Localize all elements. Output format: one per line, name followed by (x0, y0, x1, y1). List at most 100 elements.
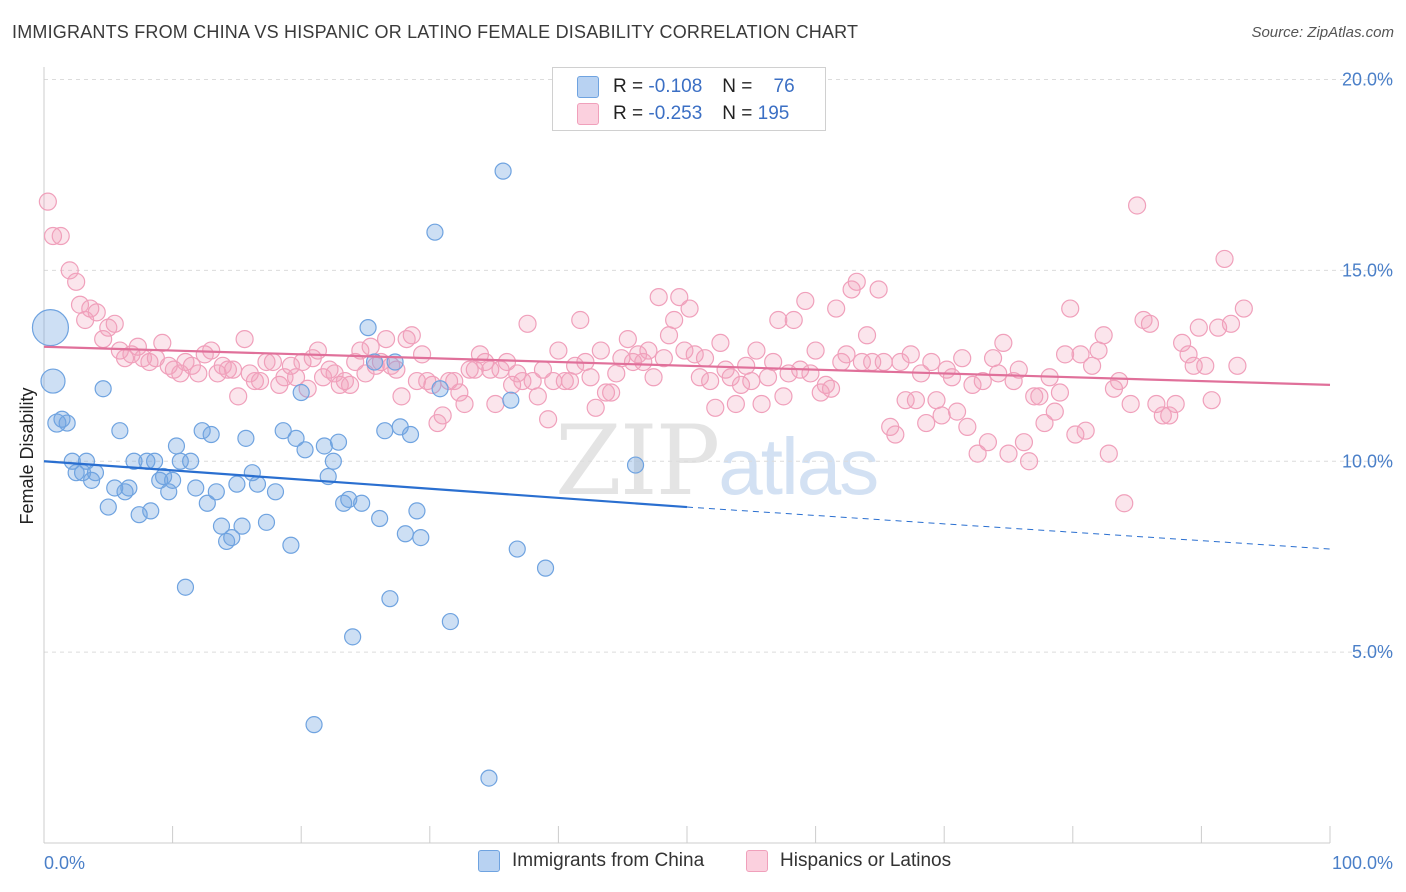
china-point (176, 578, 195, 596)
hispanic-point (591, 341, 610, 360)
china-point (94, 380, 112, 398)
china-point (167, 437, 186, 455)
hispanic-point (346, 352, 365, 372)
hispanic-point (51, 226, 70, 246)
hispanic-point (963, 375, 982, 394)
china-point (494, 162, 512, 180)
hispanic-point (376, 329, 396, 349)
hispanic-point (189, 364, 208, 383)
hispanic-point (874, 352, 893, 372)
axes (43, 67, 1331, 844)
china-point (248, 475, 267, 493)
x-tick-label: 0.0% (44, 853, 85, 873)
hispanic-point (361, 337, 380, 356)
china-point (67, 464, 85, 482)
china-point (40, 368, 66, 394)
hispanic-point (105, 314, 124, 333)
hispanic-point (581, 368, 600, 387)
china-point (315, 437, 333, 455)
hispanic-point (1189, 318, 1208, 337)
hispanic-point (891, 352, 910, 372)
hispanic-point (752, 394, 771, 414)
r-label: R = (613, 103, 644, 124)
hispanic-point (917, 413, 936, 433)
china-point (381, 590, 399, 608)
hispanic-point (680, 299, 699, 318)
china-point (359, 319, 377, 337)
hispanic-point (1099, 444, 1118, 463)
hispanic-point (1004, 371, 1023, 391)
hispanic-point (555, 371, 574, 391)
hispanic-point (412, 345, 432, 364)
china-point (111, 422, 129, 440)
hispanic-point (1140, 314, 1160, 333)
hispanic-point (953, 349, 972, 368)
china-point (266, 483, 285, 501)
hispanic-point (906, 391, 926, 410)
china-point (198, 494, 216, 512)
hispanic-point (958, 417, 977, 436)
hispanic-point (182, 356, 201, 375)
hispanic-point (685, 345, 704, 364)
hispanic-point (857, 326, 877, 345)
chart-title: IMMIGRANTS FROM CHINA VS HISPANIC OR LAT… (12, 22, 859, 42)
hispanic-point (392, 387, 411, 406)
china-point (223, 528, 241, 547)
y-tick-label: 5.0% (1352, 642, 1393, 662)
hispanic-point (549, 341, 568, 360)
hispanic-point (313, 368, 333, 387)
n-value: 76 (773, 76, 795, 97)
hispanic-point (1066, 425, 1085, 444)
trend-lines (43, 345, 1331, 550)
hispanic-point (518, 314, 537, 333)
hispanic-point (821, 379, 841, 398)
hispanic-point (869, 280, 888, 299)
hispanic-point (649, 287, 668, 307)
hispanic-point (503, 375, 522, 394)
hispanic-point (356, 364, 375, 383)
china-point (365, 353, 384, 371)
china-point (536, 559, 555, 577)
china-swatch (577, 76, 599, 98)
china-trend-line (43, 460, 688, 509)
china-swatch (478, 850, 500, 872)
hispanic-point (1009, 360, 1028, 379)
china-point (296, 441, 314, 459)
hispanic-point (1221, 314, 1241, 333)
china-point (164, 471, 182, 489)
hispanic-point (223, 360, 243, 379)
hispanic-point (1121, 394, 1140, 414)
china-point (99, 498, 117, 516)
hispanic-point (586, 398, 605, 417)
legend-label-china: Immigrants from China (512, 850, 705, 871)
hispanic-point (1173, 333, 1192, 353)
hispanic-point (670, 287, 689, 307)
hispanic-point (1153, 406, 1172, 425)
china-point (202, 425, 220, 444)
china-point (344, 628, 362, 646)
china-point (324, 452, 342, 470)
hispanic-point (764, 352, 783, 372)
n-label: N = (722, 76, 753, 97)
china-point (31, 309, 70, 347)
hispanic-point (445, 371, 464, 391)
hispanic-point (153, 333, 172, 353)
hispanic-point (250, 371, 270, 391)
hispanic-point (801, 364, 820, 383)
hispanic-point (1025, 387, 1044, 406)
china-point (305, 716, 323, 734)
hispanic-point (932, 406, 951, 425)
hispanic-point (1109, 371, 1129, 391)
hispanic-point (747, 341, 766, 360)
china-point (212, 517, 231, 535)
china-point (142, 502, 160, 520)
hispanic-point (60, 261, 79, 280)
y-axis-label: Female Disability (17, 387, 37, 524)
hispanic-point (731, 375, 751, 394)
legend-label-hispanic: Hispanics or Latinos (780, 850, 952, 871)
hispanic-point (726, 394, 745, 414)
r-value: -0.253 (648, 103, 703, 124)
hispanic-point (87, 303, 106, 322)
hispanic-point (486, 394, 505, 414)
hispanic-point (1196, 356, 1215, 375)
